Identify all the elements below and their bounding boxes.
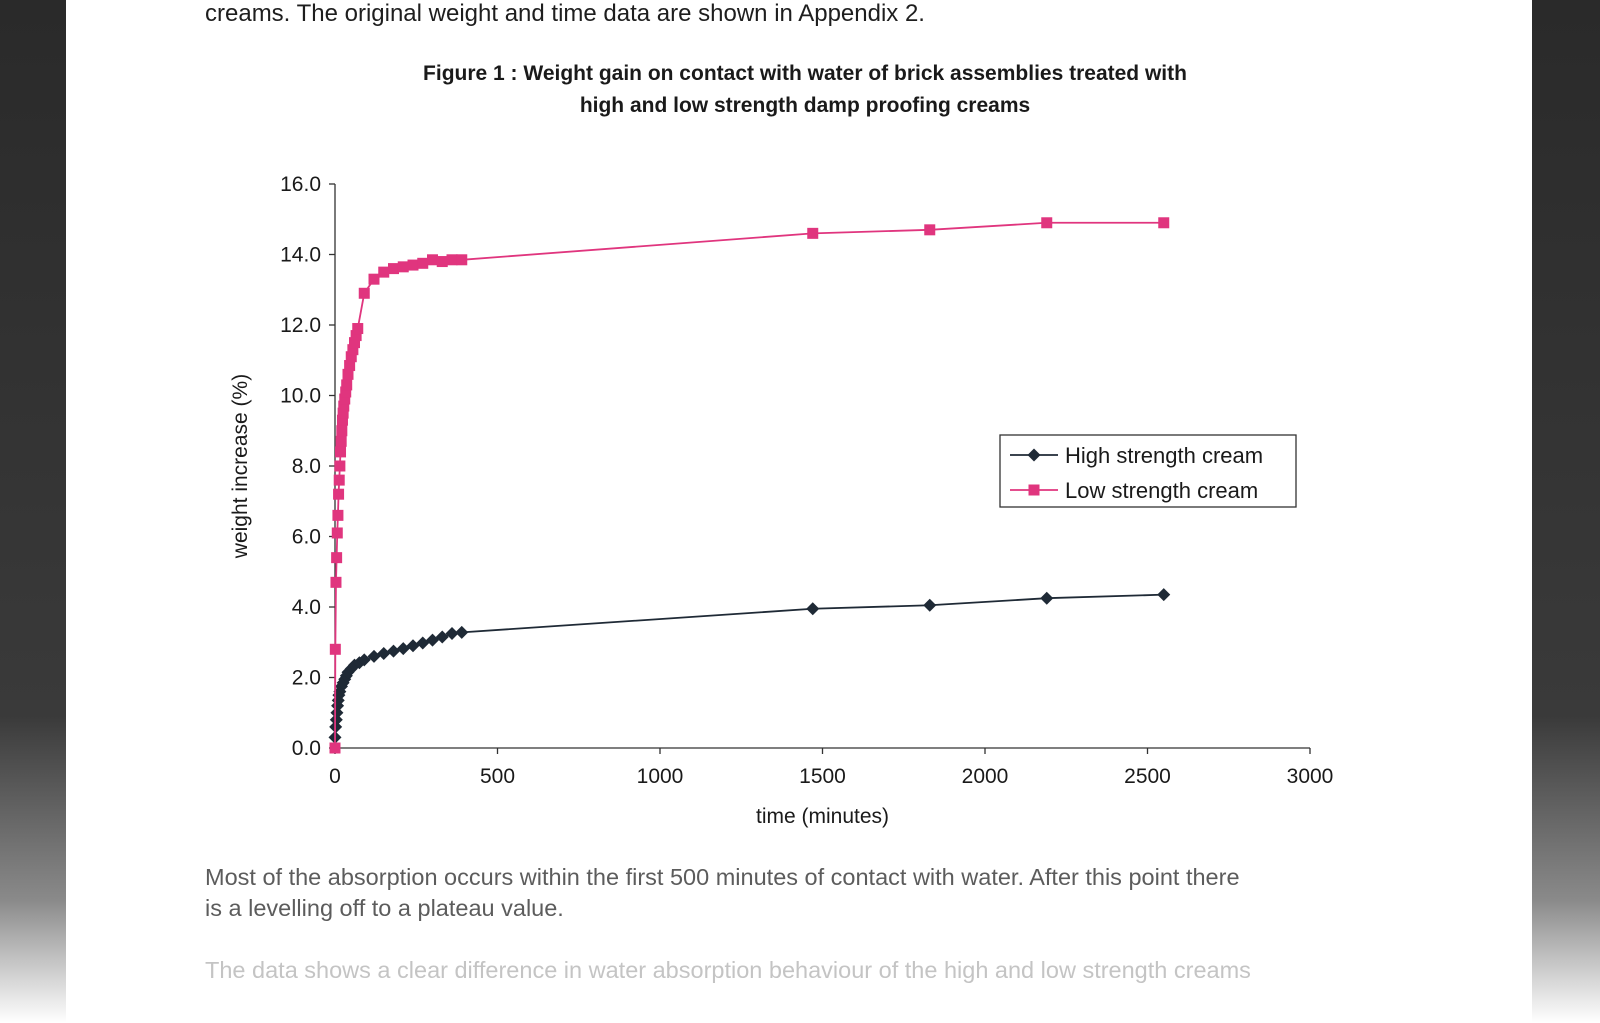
figure-title-line-1: Figure 1 : Weight gain on contact with w… (423, 62, 1187, 85)
data-point (345, 351, 357, 363)
data-point (357, 653, 371, 667)
x-tick-label: 1000 (637, 765, 684, 788)
y-tick-label: 6.0 (292, 526, 321, 549)
data-point (333, 488, 345, 500)
data-point (368, 273, 380, 285)
data-point (338, 400, 350, 412)
legend-marker (1027, 448, 1041, 462)
x-tick-label: 2500 (1124, 765, 1171, 788)
data-point (329, 742, 341, 754)
x-tick-label: 1500 (799, 765, 846, 788)
data-point (923, 598, 937, 612)
data-point (407, 259, 419, 271)
chart-series (328, 217, 1171, 754)
series-low-strength (329, 217, 1170, 754)
chart-axes: 0.0 2.0 4.0 6.0 8.0 10.0 12.0 14.0 16.0 0 500 1000 1… (229, 173, 1333, 828)
y-tick-label: 12.0 (280, 314, 321, 337)
data-point (349, 337, 360, 349)
legend-box (999, 434, 1297, 508)
data-point (807, 227, 819, 239)
x-axis-title: time (minutes) (756, 805, 889, 828)
data-point (388, 263, 399, 275)
data-point (436, 256, 448, 268)
data-point (347, 344, 359, 356)
data-point (445, 626, 459, 640)
legend-entry: Low strength cream (1010, 478, 1258, 503)
data-point (333, 474, 345, 486)
data-point (1158, 217, 1170, 229)
data-point (329, 643, 341, 655)
data-point (341, 379, 353, 391)
paragraph-absorption-line-2: is a levelling off to a plateau value. (205, 895, 564, 921)
data-point (387, 644, 400, 658)
data-point (335, 435, 347, 447)
legend-label: High strength cream (1065, 443, 1263, 468)
x-tick-label: 3000 (1287, 765, 1334, 788)
data-point (446, 254, 458, 266)
data-point (336, 414, 348, 426)
left-frame-border (0, 0, 66, 1023)
data-point (427, 254, 438, 266)
data-point (335, 446, 347, 458)
legend-entry: High strength cream (1010, 443, 1263, 468)
y-tick-label: 8.0 (292, 455, 321, 478)
data-point (367, 649, 381, 663)
data-point (406, 639, 420, 653)
data-point (396, 642, 410, 656)
paragraph-difference: The data shows a clear difference in wat… (205, 955, 1251, 986)
data-point (340, 386, 352, 398)
data-point (352, 323, 364, 335)
y-tick-label: 14.0 (280, 244, 321, 267)
data-point (924, 224, 936, 236)
chart-legend: High strength cream Low strength cream (999, 434, 1297, 508)
data-point (334, 460, 346, 472)
x-tick-label: 500 (480, 765, 515, 788)
y-tick-label: 16.0 (280, 173, 321, 196)
data-point (336, 425, 348, 437)
y-tick-label: 10.0 (280, 385, 321, 408)
y-tick-label: 0.0 (292, 737, 321, 760)
data-point (331, 527, 343, 539)
data-point (332, 509, 344, 521)
right-frame-border (1532, 0, 1600, 1023)
data-point (456, 254, 468, 266)
y-tick-label: 2.0 (292, 667, 321, 690)
data-point (344, 360, 356, 372)
data-point (1157, 588, 1171, 602)
x-tick-label: 0 (329, 765, 341, 788)
data-point (350, 330, 362, 342)
y-tick-label: 4.0 (292, 596, 321, 619)
x-tick-label: 2000 (962, 765, 1009, 788)
data-point (358, 287, 370, 299)
paragraph-absorption-line-1: Most of the absorption occurs within the… (205, 864, 1240, 890)
data-point (435, 630, 449, 644)
data-point (330, 576, 342, 588)
data-point (806, 602, 820, 616)
data-point (397, 261, 409, 273)
series-line (334, 593, 1164, 738)
data-point (331, 552, 343, 564)
data-point (1040, 591, 1054, 605)
figure-title: Figure 1 : Weight gain on contact with w… (250, 58, 1360, 122)
data-point (342, 368, 354, 380)
data-point (1041, 217, 1053, 229)
paragraph-absorption: Most of the absorption occurs within the… (205, 862, 1240, 924)
figure-title-line-2: high and low strength damp proofing crea… (579, 94, 1031, 117)
legend-label: Low strength cream (1065, 478, 1258, 503)
y-axis-title: weight increase (%) (229, 374, 252, 559)
legend-marker (1028, 484, 1040, 496)
data-point (378, 266, 390, 278)
data-point (455, 625, 469, 639)
paragraph-difference-line-1: The data shows a clear difference in wat… (205, 957, 1251, 983)
intro-text: creams. The original weight and time dat… (205, 0, 925, 27)
data-point (377, 647, 391, 661)
document-page (66, 0, 1532, 1023)
data-point (337, 407, 349, 419)
data-point (417, 257, 429, 269)
data-point (426, 633, 439, 647)
data-point (416, 636, 430, 650)
series-high-strength (328, 588, 1171, 744)
data-point (339, 393, 351, 405)
